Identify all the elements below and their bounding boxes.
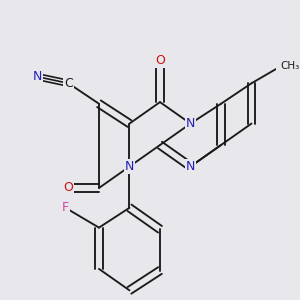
Text: N: N [186, 160, 195, 173]
Text: N: N [125, 160, 134, 173]
Text: CH₃: CH₃ [280, 61, 299, 71]
Text: N: N [186, 117, 195, 130]
Text: C: C [64, 77, 73, 90]
Text: O: O [155, 54, 165, 67]
Text: O: O [64, 182, 74, 194]
Text: F: F [62, 201, 69, 214]
Text: N: N [33, 70, 42, 83]
